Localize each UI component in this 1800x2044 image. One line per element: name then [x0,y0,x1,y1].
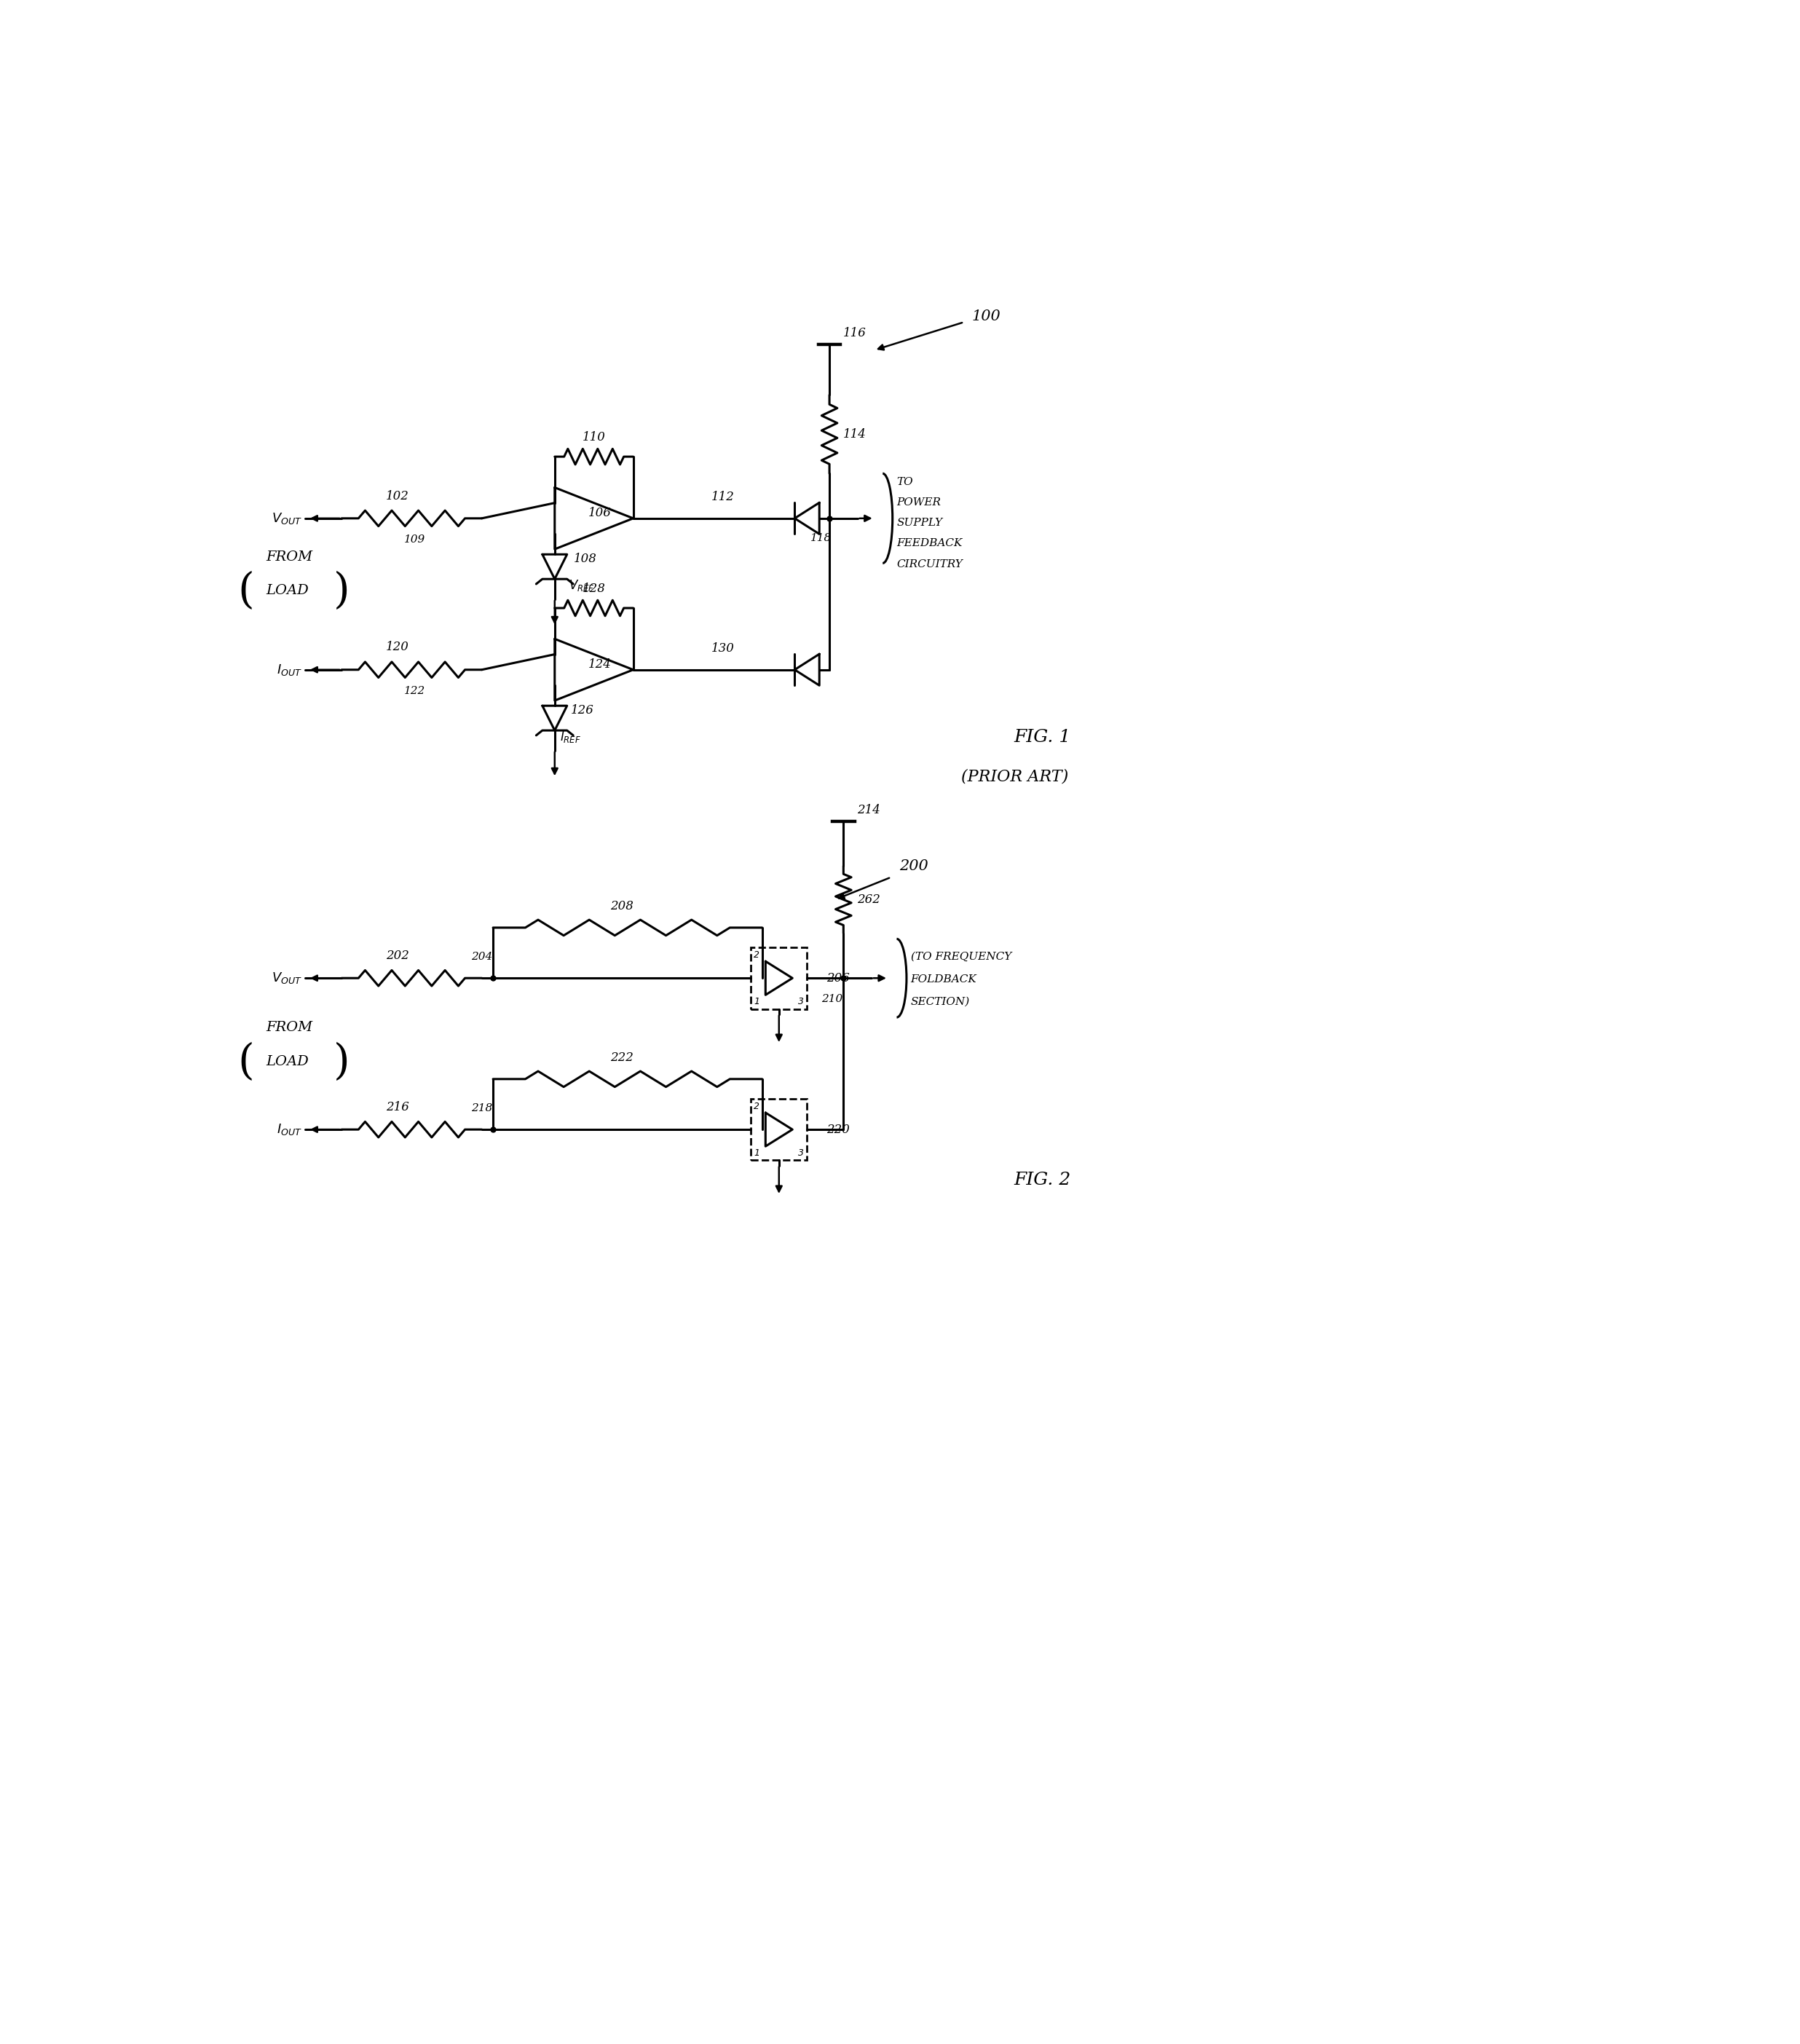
Text: FEEDBACK: FEEDBACK [896,538,963,548]
Text: (: ( [238,1042,254,1083]
Text: SECTION): SECTION) [911,997,970,1008]
Text: $V_{REF}$: $V_{REF}$ [569,578,594,593]
Text: POWER: POWER [896,497,941,507]
Text: 112: 112 [711,491,734,503]
Text: 216: 216 [385,1102,409,1114]
Text: 220: 220 [826,1124,850,1136]
Text: ): ) [333,570,349,611]
Text: FROM: FROM [266,1022,313,1034]
Text: 210: 210 [821,993,842,1004]
Bar [751,1100,806,1161]
Text: 114: 114 [842,427,866,439]
Text: 202: 202 [385,950,409,963]
Text: 204: 204 [472,953,493,963]
Text: 200: 200 [898,858,929,873]
Text: 109: 109 [403,536,425,546]
Text: (PRIOR ART): (PRIOR ART) [961,769,1067,785]
Text: 110: 110 [583,431,605,444]
Text: (TO FREQUENCY: (TO FREQUENCY [911,953,1012,963]
Text: CIRCUITRY: CIRCUITRY [896,560,963,570]
Text: 126: 126 [571,705,594,717]
Text: 214: 214 [857,803,880,816]
Text: 262: 262 [857,893,880,905]
Text: 2: 2 [754,1102,760,1112]
Text: 116: 116 [842,327,866,339]
Text: 100: 100 [972,309,1001,323]
Text: 106: 106 [589,507,612,519]
Text: 124: 124 [589,658,612,670]
Text: (: ( [238,570,254,611]
Text: FIG. 2: FIG. 2 [1013,1171,1071,1188]
Text: $I_{REF}$: $I_{REF}$ [560,730,581,744]
Text: 1: 1 [754,1149,760,1157]
Text: TO: TO [896,476,913,486]
Text: 120: 120 [385,642,409,654]
Text: 3: 3 [799,997,805,1006]
Text: 128: 128 [583,583,605,595]
Text: FOLDBACK: FOLDBACK [911,975,977,985]
Text: LOAD: LOAD [266,1055,310,1067]
Bar [751,946,806,1010]
Text: $I_{OUT}$: $I_{OUT}$ [277,662,302,677]
Text: $V_{OUT}$: $V_{OUT}$ [272,511,302,525]
Text: 118: 118 [810,533,832,544]
Text: 206: 206 [826,973,850,985]
Text: FROM: FROM [266,550,313,564]
Text: SUPPLY: SUPPLY [896,517,943,527]
Text: LOAD: LOAD [266,585,310,597]
Text: FIG. 1: FIG. 1 [1013,728,1071,746]
Text: 218: 218 [472,1104,493,1114]
Text: 3: 3 [799,1149,805,1157]
Text: 1: 1 [754,997,760,1006]
Text: 108: 108 [574,552,598,566]
Text: 130: 130 [711,642,734,654]
Text: 122: 122 [403,687,425,697]
Text: 102: 102 [385,491,409,503]
Text: 222: 222 [610,1051,634,1065]
Text: ): ) [333,1042,349,1083]
Text: 208: 208 [610,899,634,912]
Text: $I_{OUT}$: $I_{OUT}$ [277,1122,302,1136]
Text: $V_{OUT}$: $V_{OUT}$ [272,971,302,985]
Text: 2: 2 [754,950,760,959]
